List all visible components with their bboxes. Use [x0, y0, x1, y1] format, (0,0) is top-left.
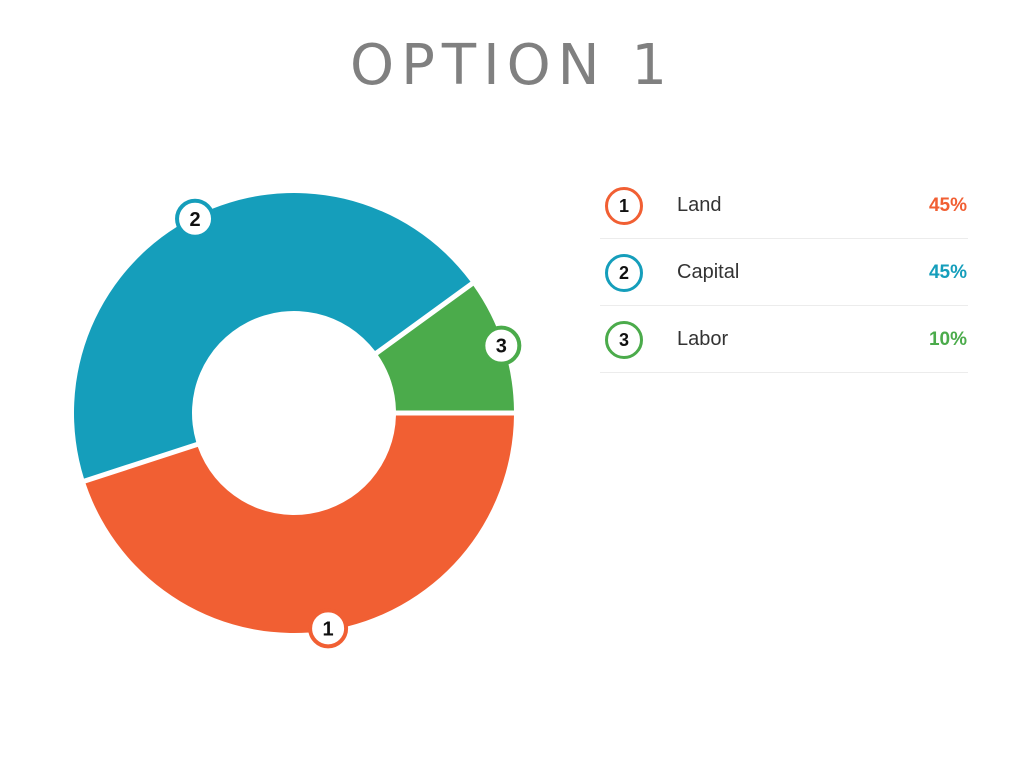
slice-badge-3: 3 — [481, 325, 522, 366]
chart-title: OPTION 1 — [350, 33, 674, 98]
badge-circle — [308, 608, 349, 649]
badge-label: 3 — [496, 336, 507, 358]
legend-label: Land — [677, 194, 722, 216]
legend-item-land: 1 Land 45% — [600, 172, 968, 239]
legend-badge: 1 — [605, 187, 643, 225]
legend-item-capital: 2 Capital 45% — [600, 239, 968, 306]
slice-capital — [74, 193, 471, 479]
donut-chart: 1 2 3 — [74, 193, 522, 649]
legend-label: Capital — [677, 261, 740, 283]
legend-value: 10% — [928, 329, 967, 350]
legend-label: Labor — [677, 328, 729, 350]
legend-value: 45% — [928, 262, 967, 283]
badge-label: 2 — [189, 209, 200, 231]
legend-value: 45% — [928, 195, 967, 216]
slice-badge-2: 2 — [175, 198, 216, 239]
slice-land — [85, 415, 514, 633]
slice-badge-1: 1 — [308, 608, 349, 649]
legend-badge: 2 — [605, 254, 643, 292]
badge-label: 1 — [323, 618, 334, 640]
badge-circle — [481, 325, 522, 366]
legend: 1 Land 45% 2 Capital 45% 3 Labor 10% — [600, 172, 968, 373]
legend-badge: 3 — [605, 321, 643, 359]
badge-circle — [175, 198, 216, 239]
legend-item-labor: 3 Labor 10% — [600, 306, 968, 373]
slice-labor — [377, 285, 514, 411]
